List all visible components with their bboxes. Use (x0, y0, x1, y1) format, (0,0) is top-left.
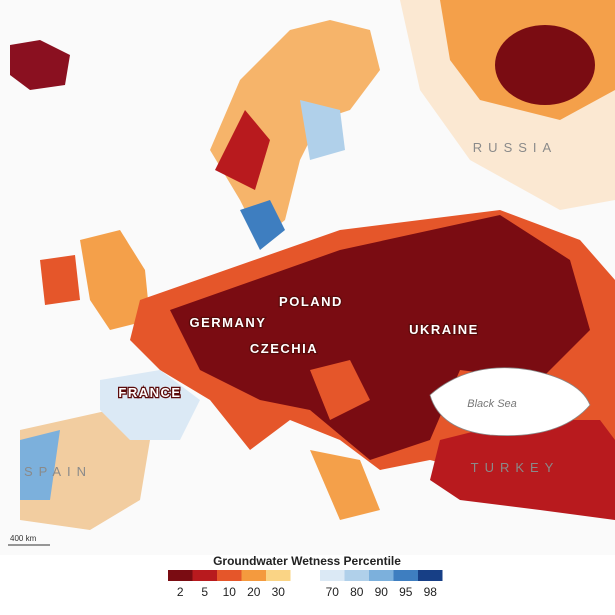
land-britain (80, 230, 150, 330)
legend-label: 98 (424, 585, 438, 599)
legend-label: 80 (350, 585, 364, 599)
legend-swatch (192, 570, 217, 581)
map-label: SPAIN (24, 464, 92, 479)
legend-label: 2 (177, 585, 184, 599)
map-label: UKRAINE (409, 322, 479, 337)
legend-swatch (418, 570, 443, 581)
map-label: FRANCE (118, 385, 181, 400)
legend-swatch (266, 570, 291, 581)
map-label: CZECHIA (250, 341, 318, 356)
map-label: TURKEY (471, 460, 560, 475)
legend-label: 5 (201, 585, 208, 599)
land-balkans (310, 450, 380, 520)
legend-swatch (344, 570, 369, 581)
legend: Groundwater Wetness Percentile 2 5 10 20 30 7… (168, 554, 443, 599)
legend-swatch (241, 570, 266, 581)
dry-region (215, 110, 270, 190)
map-label: GERMANY (190, 315, 267, 330)
legend-swatch (369, 570, 394, 581)
legend-label: 70 (326, 585, 340, 599)
map: RUSSIA POLAND GERMANY UKRAINE CZECHIA FR… (8, 0, 615, 546)
legend-label: 10 (223, 585, 237, 599)
dry-region (495, 25, 595, 105)
legend-swatch (320, 570, 345, 581)
legend-label: 20 (247, 585, 261, 599)
legend-swatch (217, 570, 242, 581)
land-iceland (10, 40, 70, 90)
wet-region (300, 100, 345, 160)
wet-region (100, 370, 200, 440)
black-sea (429, 367, 591, 436)
legend-swatch (168, 570, 193, 581)
scale-label: 400 km (10, 534, 37, 543)
map-label: RUSSIA (473, 140, 557, 155)
legend-label: 90 (375, 585, 389, 599)
map-label: Black Sea (467, 398, 517, 410)
legend-label: 30 (272, 585, 286, 599)
dry-region (170, 215, 590, 460)
land-turkey (430, 420, 615, 520)
legend-title: Groundwater Wetness Percentile (213, 554, 401, 568)
wet-region (240, 200, 285, 250)
map-label: POLAND (279, 294, 343, 309)
land-ireland (40, 255, 80, 305)
legend-swatch (393, 570, 418, 581)
wet-region (20, 430, 60, 500)
dry-region (310, 360, 370, 420)
legend-label: 95 (399, 585, 413, 599)
